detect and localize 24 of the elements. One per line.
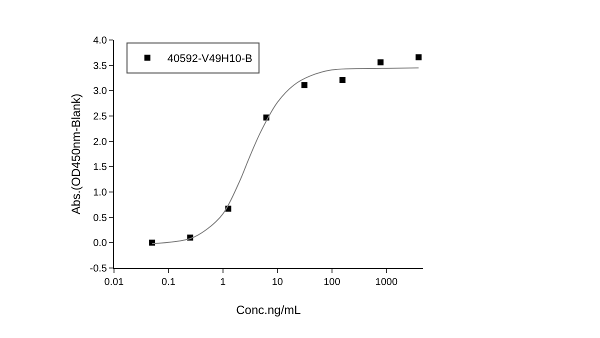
- point: [301, 82, 308, 88]
- point: [378, 59, 384, 66]
- x-tick-label: 1: [220, 277, 226, 288]
- x-tick-label: 1000: [375, 277, 398, 288]
- point: [416, 54, 422, 60]
- y-axis-title: Abs.(OD450nm-Blank): [69, 94, 83, 214]
- y-tick-label: 2.5: [93, 112, 108, 122]
- y-tick-label: 0.0: [93, 238, 108, 250]
- y-tick-label: 3.0: [93, 86, 108, 98]
- y-tick-label: 2.0: [93, 136, 108, 148]
- legend-label: 40592-V49H10-B: [167, 53, 252, 66]
- x-axis-title: Conc.ng/mL: [236, 303, 302, 317]
- y-tick-label: 4.0: [93, 36, 108, 46]
- y-tick-label: 1.5: [93, 162, 108, 174]
- y-tick-label: 1.0: [93, 188, 108, 198]
- y-tick-label: 0.5: [93, 212, 108, 224]
- x-tick-label: 0.01: [104, 277, 124, 288]
- x-tick-label: 100: [324, 277, 341, 288]
- x-tick-label: 0.1: [162, 277, 176, 288]
- point: [339, 77, 346, 84]
- y-tick-label: 3.5: [93, 60, 108, 72]
- x-tick-label: 10: [272, 277, 284, 288]
- y-tick-label: -0.5: [90, 264, 108, 274]
- point: [149, 240, 156, 246]
